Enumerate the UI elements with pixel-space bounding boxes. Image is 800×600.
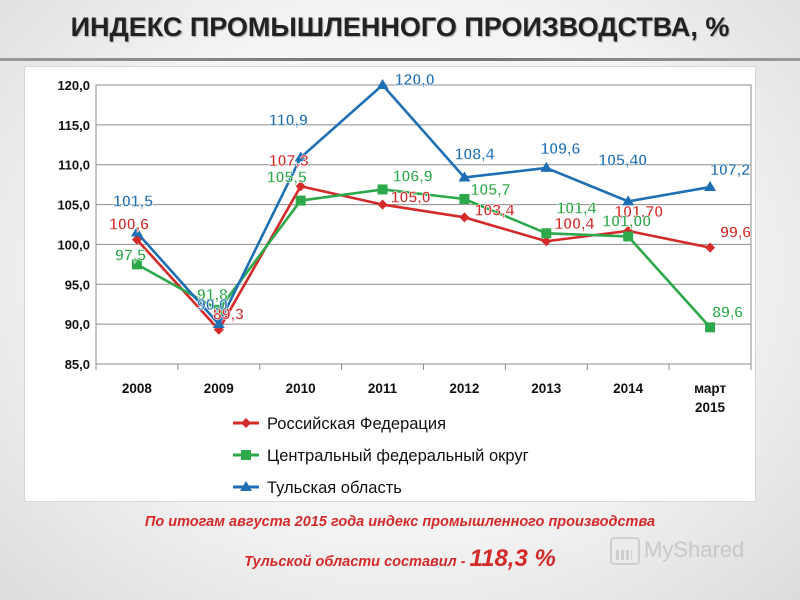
data-point-cfo xyxy=(623,231,634,242)
data-label-rf: 107,3 xyxy=(269,153,309,170)
page-title: ИНДЕКС ПРОМЫШЛЕННОГО ПРОИЗВОДСТВА, % xyxy=(70,12,730,42)
footer-result-text: Тульской области составил - xyxy=(244,554,466,570)
data-label-cfo: 89,6 xyxy=(712,304,743,321)
data-point-tula xyxy=(212,318,225,329)
data-point-tula xyxy=(130,226,143,237)
title-divider xyxy=(0,58,800,61)
x-tick-label: 2011 xyxy=(368,381,398,396)
data-label-tula: 108,4 xyxy=(454,146,494,163)
legend-label-cfo: Центральный федеральный округ xyxy=(267,447,529,465)
x-tick-label: 2013 xyxy=(531,381,562,396)
data-label-cfo: 101,4 xyxy=(556,200,596,217)
y-tick-label: 100,0 xyxy=(57,237,90,252)
data-point-tula xyxy=(376,79,389,89)
data-label-rf: 103,4 xyxy=(474,202,514,219)
data-point-rf xyxy=(295,181,306,192)
data-point-rf xyxy=(541,236,552,247)
data-label-cfo: 105,5 xyxy=(267,170,307,187)
data-point-cfo xyxy=(459,193,470,204)
data-label-tula: 107,2 xyxy=(710,162,750,179)
data-point-tula xyxy=(540,161,553,172)
data-point-cfo xyxy=(295,195,306,206)
footer-result-value: 118,3 % xyxy=(469,545,556,572)
presentation-icon xyxy=(610,537,640,566)
x-tick-label: 2015 xyxy=(695,400,726,415)
data-label-tula: 101,5 xyxy=(113,193,153,210)
x-tick-label: март xyxy=(694,381,726,396)
data-label-rf: 105,0 xyxy=(391,190,431,207)
x-tick-label: 2009 xyxy=(204,381,234,396)
data-label-cfo: 105,7 xyxy=(470,182,510,199)
data-label-cfo: 91,8 xyxy=(197,287,228,304)
legend-label-rf: Российская Федерация xyxy=(267,415,446,433)
x-tick-label: 2012 xyxy=(449,381,479,396)
data-label-rf: 99,6 xyxy=(720,225,751,242)
data-point-tula xyxy=(622,195,635,206)
data-point-tula xyxy=(704,181,717,192)
y-tick-label: 105,0 xyxy=(57,198,90,213)
data-label-rf: 100,4 xyxy=(554,216,594,233)
data-label-cfo: 106,9 xyxy=(393,168,433,185)
y-tick-label: 115,0 xyxy=(58,118,90,133)
y-tick-label: 110,0 xyxy=(58,158,90,173)
data-label-cfo: 97,5 xyxy=(115,247,146,264)
x-tick-label: 2008 xyxy=(122,381,153,396)
data-point-cfo xyxy=(131,259,142,270)
data-label-tula: 109,6 xyxy=(540,141,580,158)
data-point-rf xyxy=(459,212,470,223)
data-point-tula xyxy=(458,171,471,182)
data-label-tula: 105,40 xyxy=(598,152,647,169)
data-point-cfo xyxy=(377,184,388,195)
line-chart: 85,0 90,0 95,0 100,0 105,0 110,0 115,0 120,0 200… xyxy=(57,72,752,497)
data-label-rf: 101,70 xyxy=(614,204,663,221)
series-line-cfo xyxy=(136,188,712,329)
legend-marker-cfo xyxy=(241,450,251,460)
x-tick-label: 2014 xyxy=(613,381,644,396)
legend-marker-rf xyxy=(241,418,251,428)
legend-label-tula: Тульская область xyxy=(267,479,402,497)
data-label-tula: 120,0 xyxy=(395,72,435,89)
x-tick-label: 2010 xyxy=(286,381,316,396)
chart-panel: 85,0 90,0 95,0 100,0 105,0 110,0 115,0 120,0 200… xyxy=(24,66,756,502)
data-point-rf xyxy=(705,242,716,253)
plot-area xyxy=(95,84,752,365)
legend-marker-tula xyxy=(240,481,252,491)
data-point-cfo xyxy=(213,304,224,315)
data-label-tula: 90,0 xyxy=(197,297,228,314)
footer-note: По итогам августа 2015 года индекс промы… xyxy=(144,514,656,530)
series-line-tula xyxy=(135,83,711,326)
series-line-rf xyxy=(135,184,711,332)
data-point-cfo xyxy=(541,228,552,239)
data-label-rf: 100,6 xyxy=(109,217,149,234)
y-tick-label: 95,0 xyxy=(65,277,90,292)
data-point-rf xyxy=(377,199,388,210)
y-tick-label: 90,0 xyxy=(65,317,90,332)
data-label-tula: 110,9 xyxy=(269,113,308,130)
data-point-tula xyxy=(294,151,307,162)
data-label-rf: 89,3 xyxy=(213,307,244,324)
footer-result: Тульской области составил - 118,3 % xyxy=(0,545,800,573)
watermark: MyShared xyxy=(610,537,745,566)
data-label-cfo: 101,00 xyxy=(602,213,651,230)
y-tick-label: 85,0 xyxy=(65,357,90,372)
watermark-text: MyShared xyxy=(644,537,745,562)
y-tick-label: 120,0 xyxy=(57,78,90,93)
data-point-cfo xyxy=(705,322,716,333)
